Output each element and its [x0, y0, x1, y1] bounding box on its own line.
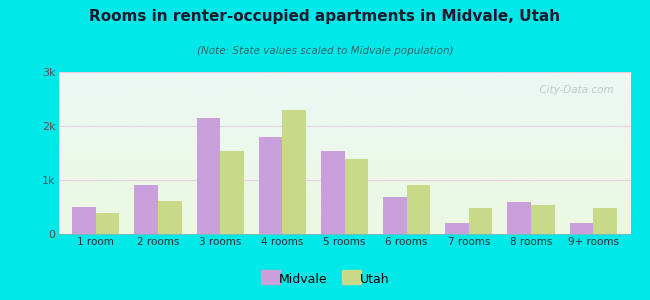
Bar [531, 206, 554, 234]
Bar [469, 208, 493, 234]
Bar [282, 110, 306, 234]
Bar [407, 185, 430, 234]
Bar [72, 207, 96, 234]
Bar [321, 151, 345, 234]
Bar [220, 152, 244, 234]
Bar [383, 197, 407, 234]
Bar [158, 200, 181, 234]
Text: (Note: State values scaled to Midvale population): (Note: State values scaled to Midvale po… [197, 46, 453, 56]
Text: City-Data.com: City-Data.com [533, 85, 614, 95]
Bar [196, 118, 220, 234]
Bar [96, 214, 120, 234]
Bar [593, 208, 617, 234]
Text: Rooms in renter-occupied apartments in Midvale, Utah: Rooms in renter-occupied apartments in M… [90, 9, 560, 24]
Bar [508, 202, 531, 234]
Legend: Midvale, Utah: Midvale, Utah [256, 268, 394, 291]
Bar [445, 223, 469, 234]
Bar [135, 185, 158, 234]
Bar [569, 223, 593, 234]
Bar [259, 137, 282, 234]
Bar [344, 160, 368, 234]
